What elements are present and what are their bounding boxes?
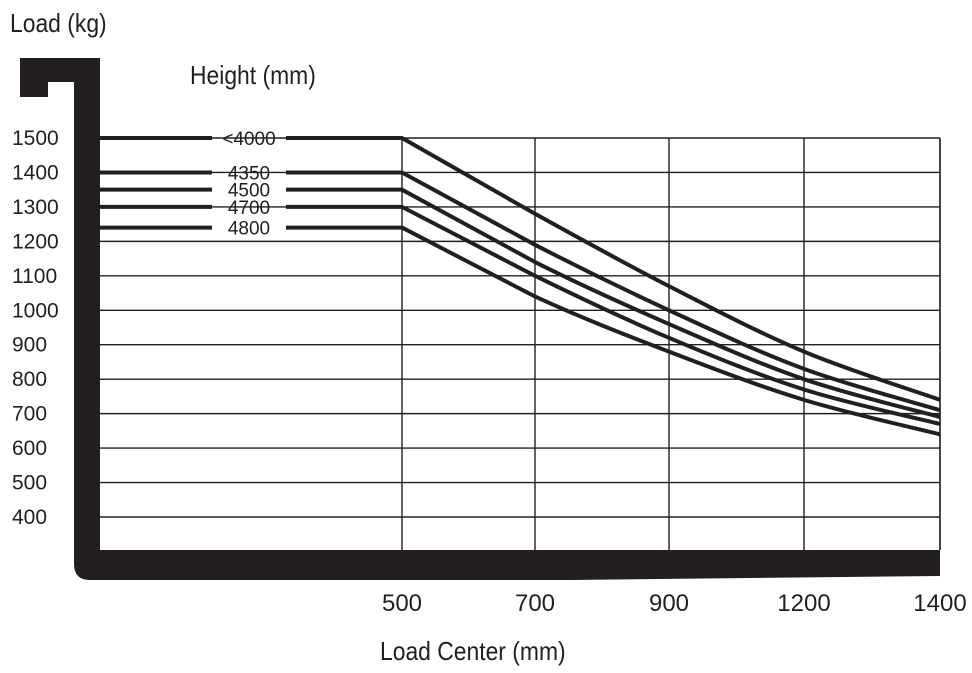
y-tick-label: 600 — [12, 437, 47, 460]
y-tick-label: 800 — [12, 368, 47, 391]
series-line — [100, 170, 941, 413]
y-tick-label: 500 — [12, 472, 47, 495]
y-tick-label: 1300 — [12, 196, 59, 219]
x-tick-label: 1400 — [913, 590, 966, 617]
y-axis-ticks: 1500 1400 1300 1200 1100 1000 900 800 700 600 500 4… — [12, 127, 59, 529]
y-tick-label: 1100 — [12, 265, 57, 288]
y-axis-title: Load (kg) — [10, 8, 107, 38]
series-label: <4000 — [222, 129, 275, 150]
x-tick-label: 1200 — [777, 590, 830, 617]
x-axis-ticks: 500 700 900 1200 1400 — [382, 590, 967, 617]
series-label: 4500 — [228, 181, 270, 202]
y-tick-label: 1500 — [12, 127, 59, 150]
y-tick-label: 1200 — [12, 230, 59, 253]
grid — [100, 137, 941, 550]
series-label: 4700 — [228, 198, 270, 219]
y-tick-label: 1000 — [12, 299, 59, 322]
series-line — [100, 136, 941, 402]
series-line — [100, 225, 941, 437]
series-label: 4800 — [228, 219, 270, 240]
legend-title: Height (mm) — [190, 60, 316, 90]
x-tick-label: 700 — [515, 590, 555, 617]
series-label: 4350 — [228, 163, 270, 184]
y-tick-label: 1400 — [12, 161, 59, 184]
y-tick-label: 900 — [12, 334, 47, 357]
y-tick-label: 400 — [12, 506, 47, 529]
y-tick-label: 700 — [12, 403, 47, 426]
x-tick-label: 900 — [649, 590, 689, 617]
series-line — [100, 187, 941, 420]
x-tick-label: 500 — [382, 590, 422, 617]
x-axis-title: Load Center (mm) — [380, 636, 566, 666]
series-line — [100, 204, 941, 426]
